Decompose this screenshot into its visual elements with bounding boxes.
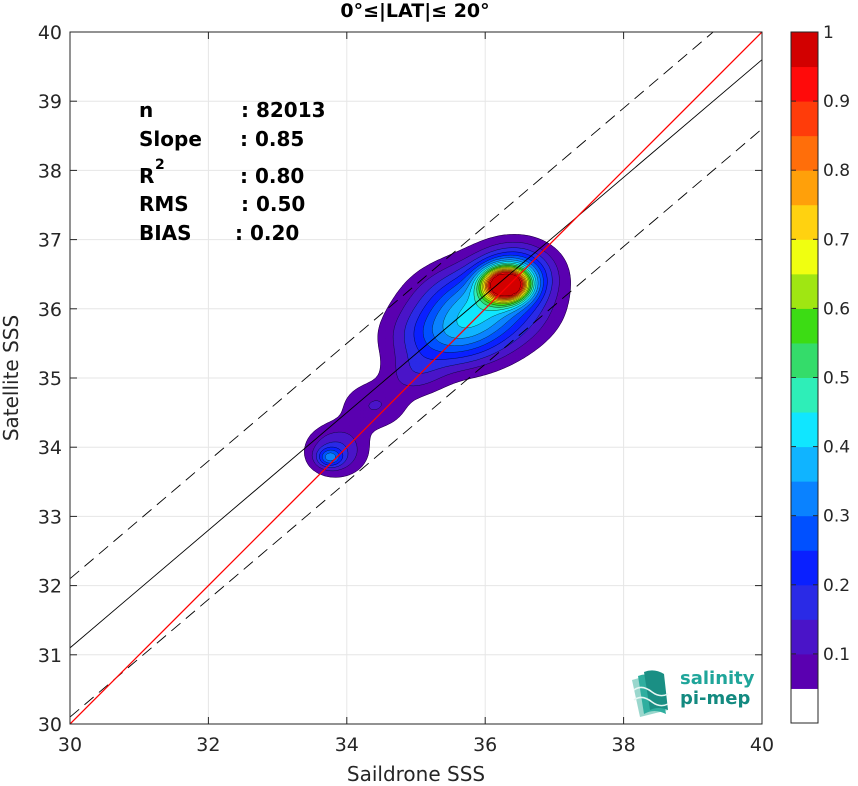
colorbar-segment [791,170,818,206]
logo-waves-icon [632,670,669,717]
y-tick-label: 35 [38,368,62,390]
stat-slope-value: : 0.85 [240,127,304,151]
colorbar-tick-label: 0.8 [823,161,850,181]
colorbar-segment [791,32,818,68]
logo-line2: pi-mep [680,688,750,709]
stat-n-value: : 82013 [241,98,326,122]
contour-line [442,259,539,339]
y-tick-label: 31 [38,645,62,667]
logo-line1: salinity [680,668,755,689]
stat-r2-sup: 2 [155,157,165,173]
stat-r2-value: : 0.80 [240,164,304,188]
colorbar-tick-label: 1 [823,23,834,43]
colorbar-tick-label: 0.9 [823,92,850,112]
colorbar-segment [791,446,818,482]
y-tick-label: 37 [38,230,62,252]
y-tick-label: 38 [38,160,62,182]
colorbar-segment [791,135,818,171]
salinity-pi-mep-logo: salinity pi-mep [632,668,755,717]
contour-line [476,264,533,308]
colorbar-segment [791,308,818,344]
contour-line [487,271,524,299]
colorbar: 0.1 0.2 0.3 0.4 0.5 0.6 0.7 0.8 0.9 1 [790,23,850,724]
x-tick-label: 38 [612,734,636,756]
x-tick-label: 34 [335,734,359,756]
colorbar-tick-label: 0.5 [823,369,850,389]
fit-line [70,59,762,649]
contour-line [304,234,571,478]
x-tick-label: 40 [750,734,774,756]
x-axis-label: Saildrone SSS [347,762,485,786]
stat-n-label: n [139,98,153,122]
y-axis-label: Satellite SSS [0,315,23,441]
x-tick-label: 30 [58,734,82,756]
x-tick-label: 36 [473,734,497,756]
x-axis-ticks: 30 32 34 36 38 40 [58,32,774,756]
plot-area: 30 32 34 36 38 40 30 31 32 33 34 35 36 37 38 39 40 [38,22,774,756]
grid [69,31,763,725]
stat-bias-value: : 0.20 [235,221,299,245]
colorbar-tick-label: 0.3 [823,507,850,527]
colorbar-tick-label: 0.2 [823,576,850,596]
colorbar-tick-label: 0.1 [823,645,850,665]
stat-bias-label: BIAS [139,221,192,245]
colorbar-segment [791,239,818,275]
colorbar-segment [791,688,818,724]
y-tick-label: 40 [38,22,62,44]
stat-rms-value: : 0.50 [241,192,305,216]
identity-line [70,32,762,724]
stat-rms-label: RMS [139,192,189,216]
colorbar-segment [791,204,818,240]
colorbar-segment [791,481,818,517]
contour-line [488,272,523,298]
colorbar-segment [791,584,818,620]
colorbar-segment [791,101,818,137]
colorbar-segment [791,273,818,309]
y-tick-label: 36 [38,299,62,321]
colorbar-segment [791,377,818,413]
colorbar-segment [791,66,818,102]
chart-title: 0°≤|LAT|≤ 20° [340,0,489,22]
y-tick-label: 32 [38,576,62,598]
colorbar-segment [791,515,818,551]
x-tick-label: 32 [196,734,220,756]
colorbar-tick-label: 0.7 [823,230,850,250]
reference-lines [70,32,762,724]
contour-line [319,251,548,466]
colorbar-segment [791,342,818,378]
y-tick-label: 34 [38,437,62,459]
y-tick-label: 39 [38,91,62,113]
colorbar-segment [791,412,818,448]
contour-line [484,269,527,301]
y-tick-label: 30 [38,714,62,736]
colorbar-tick-label: 0.4 [823,438,850,458]
stats-box: n : 82013 Slope : 0.85 R 2 : 0.80 RMS : … [139,98,326,245]
colorbar-segment [791,550,818,586]
y-tick-label: 33 [38,506,62,528]
colorbar-segment [791,619,818,655]
contour-line [321,254,544,464]
y-axis-ticks: 30 31 32 33 34 35 36 37 38 39 40 [38,22,762,736]
colorbar-tick-label: 0.6 [823,299,850,319]
colorbar-segment [791,653,818,689]
stat-r2-label: R [139,164,154,188]
contour-line [456,261,537,329]
stat-slope-label: Slope [139,127,202,151]
